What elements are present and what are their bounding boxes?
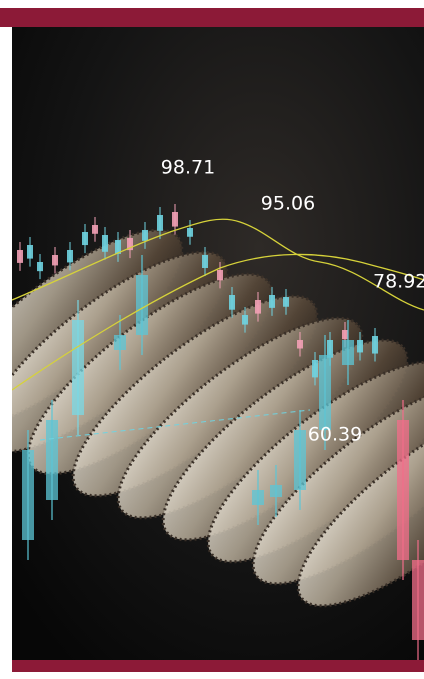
candle-body <box>37 262 43 272</box>
candle-body <box>269 295 275 308</box>
moving-average <box>12 253 424 391</box>
candle-body <box>82 232 88 246</box>
candle-body <box>252 490 264 505</box>
candle-body <box>283 297 289 307</box>
candle-body <box>172 212 178 227</box>
trend-lines <box>12 218 424 441</box>
coin <box>298 406 424 606</box>
candle-body <box>342 340 354 365</box>
candle-body <box>294 430 306 490</box>
price-label: 78.92 <box>373 271 424 293</box>
candle-body <box>92 225 98 234</box>
candle-body <box>312 360 318 378</box>
candle-body <box>102 235 108 252</box>
candle-body <box>242 315 248 325</box>
candle-body <box>157 215 163 231</box>
candle-body <box>114 335 126 350</box>
candle-body <box>297 340 303 349</box>
top-band <box>0 8 424 27</box>
candle-body <box>357 340 363 353</box>
candle-body <box>342 330 348 340</box>
candle-body <box>187 228 193 237</box>
bottom-band <box>12 660 424 672</box>
candle-body <box>217 270 223 281</box>
candle-body <box>115 240 121 254</box>
candle-body <box>327 340 333 358</box>
price-label: 60.39 <box>308 424 362 446</box>
candle-body <box>72 320 84 415</box>
price-label: 95.06 <box>261 193 315 215</box>
candle-body <box>142 230 148 241</box>
candle-body <box>397 420 409 560</box>
candle-body <box>127 238 133 251</box>
dashed-line <box>39 409 311 441</box>
candle-body <box>22 450 34 540</box>
candle-body <box>255 300 261 314</box>
candle-body <box>229 295 235 310</box>
candle-body <box>319 355 331 430</box>
moving-average <box>12 218 424 311</box>
candlesticks <box>17 204 424 660</box>
candle-body <box>136 275 148 335</box>
price-label: 98.71 <box>161 157 215 179</box>
candle-body <box>46 420 58 500</box>
candle-body <box>52 255 58 266</box>
candle-body <box>412 560 424 640</box>
candle-body <box>202 255 208 268</box>
candle-body <box>270 485 282 497</box>
candle-body <box>372 336 378 354</box>
candle-body <box>17 250 23 263</box>
candle-body <box>67 250 73 263</box>
candle-body <box>27 245 33 259</box>
coin-edge <box>296 404 424 608</box>
